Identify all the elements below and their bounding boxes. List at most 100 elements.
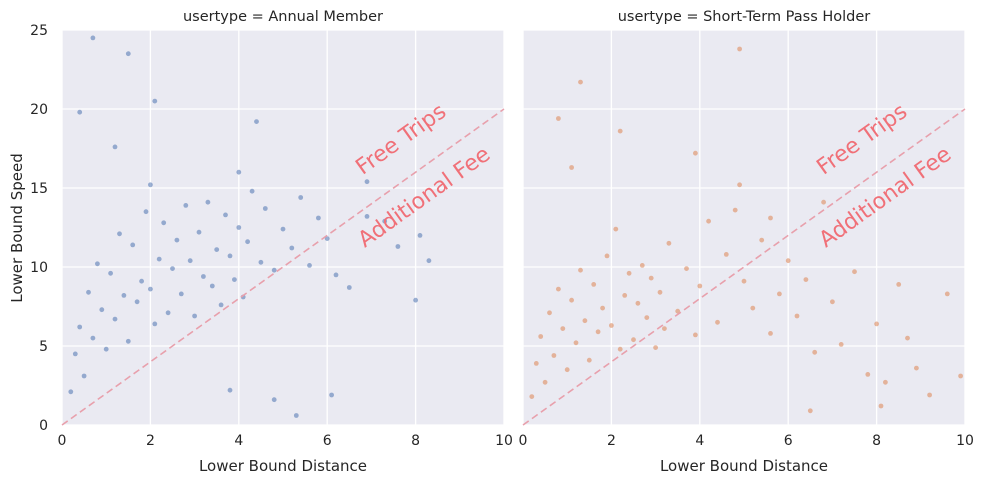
scatter-point xyxy=(161,220,167,226)
scatter-point xyxy=(609,323,614,328)
scatter-point xyxy=(538,334,544,339)
scatter-point xyxy=(134,299,140,305)
scatter-point xyxy=(232,277,237,282)
scatter-point xyxy=(148,286,153,292)
scatter-point xyxy=(732,207,738,213)
scatter-point xyxy=(591,282,597,287)
scatter-point xyxy=(794,313,800,319)
scatter-point xyxy=(395,244,401,249)
panel-short-term-pass-holder: Free Trips Additional Fee usertype = Sho… xyxy=(519,9,974,475)
scatter-point xyxy=(236,225,242,230)
scatter-point xyxy=(72,351,78,357)
scatter-point xyxy=(560,326,566,331)
scatter-point xyxy=(152,98,158,104)
scatter-point xyxy=(838,342,844,347)
x-tick-label: 6 xyxy=(784,433,793,449)
scatter-point xyxy=(382,218,388,224)
x-tick-label: 8 xyxy=(872,433,881,449)
scatter-point xyxy=(865,372,871,377)
scatter-point xyxy=(223,212,228,218)
scatter-point xyxy=(944,291,950,297)
scatter-point xyxy=(227,387,233,393)
scatter-point xyxy=(586,357,592,363)
scatter-point xyxy=(148,182,153,188)
x-axis-label: Lower Bound Distance xyxy=(660,457,828,475)
scatter-point xyxy=(533,361,539,366)
scatter-points xyxy=(529,46,963,414)
scatter-point xyxy=(307,263,312,268)
scatter-point xyxy=(262,206,268,211)
scatter-point xyxy=(564,367,570,373)
scatter-point xyxy=(821,199,826,205)
scatter-point xyxy=(112,316,118,322)
scatter-point xyxy=(125,338,131,344)
scatter-point xyxy=(830,299,835,305)
scatter-point xyxy=(737,46,742,52)
scatter-point xyxy=(927,392,932,398)
scatter-point xyxy=(218,302,224,308)
scatter-point xyxy=(271,267,277,273)
y-tick-label: 5 xyxy=(39,339,48,355)
scatter-point xyxy=(236,169,242,175)
x-tick-label: 4 xyxy=(234,433,243,449)
scatter-point xyxy=(693,150,698,156)
scatter-point xyxy=(697,283,703,289)
scatter-point xyxy=(130,242,136,248)
scatter-point xyxy=(289,245,295,251)
scatter-point xyxy=(874,321,879,327)
scatter-point xyxy=(205,199,211,205)
x-tick-labels: 0 2 4 6 8 10 xyxy=(519,433,974,449)
scatter-point xyxy=(768,331,773,336)
scatter-point xyxy=(108,270,113,276)
scatter-points xyxy=(68,35,432,418)
scatter-point xyxy=(214,247,220,253)
y-tick-label: 10 xyxy=(30,260,48,276)
scatter-point xyxy=(878,403,884,409)
scatter-point xyxy=(542,379,548,385)
x-tick-label: 6 xyxy=(323,433,332,449)
y-tick-labels: 0 5 10 15 20 25 xyxy=(30,23,48,434)
scatter-point xyxy=(551,353,557,358)
scatter-point xyxy=(737,182,742,188)
scatter-point xyxy=(324,236,330,242)
scatter-point xyxy=(152,321,158,327)
reference-line xyxy=(522,108,966,426)
y-tick-label: 25 xyxy=(30,23,48,39)
scatter-point xyxy=(417,233,423,238)
scatter-point xyxy=(684,266,689,271)
x-tick-label: 2 xyxy=(607,433,616,449)
scatter-point xyxy=(648,275,654,281)
scatter-point xyxy=(905,335,910,341)
scatter-point xyxy=(165,310,171,316)
scatter-point xyxy=(644,315,650,320)
x-tick-label: 0 xyxy=(58,433,67,449)
scatter-point xyxy=(139,278,145,284)
scatter-point xyxy=(723,252,729,257)
y-tick-label: 0 xyxy=(39,418,48,434)
scatter-point xyxy=(741,278,747,284)
scatter-point xyxy=(293,413,299,418)
scatter-point xyxy=(364,179,370,185)
scatter-point xyxy=(77,109,83,115)
scatter-point xyxy=(706,218,711,224)
scatter-point xyxy=(68,389,74,395)
scatter-point xyxy=(573,340,579,346)
scatter-point xyxy=(812,349,818,355)
scatter-point xyxy=(316,215,321,221)
scatter-point xyxy=(785,258,791,264)
scatter-point xyxy=(958,373,963,379)
scatter-point xyxy=(556,116,561,121)
x-tick-label: 2 xyxy=(146,433,155,449)
scatter-point xyxy=(750,305,756,311)
panel-annual-member: Free Trips Additional Fee usertype = Ann… xyxy=(8,9,513,475)
y-tick-label: 15 xyxy=(30,181,48,197)
scatter-point xyxy=(600,305,605,311)
scatter-point xyxy=(121,293,127,298)
grid-lines xyxy=(522,29,966,426)
scatter-point xyxy=(90,335,96,341)
panel-title: usertype = Annual Member xyxy=(183,9,383,25)
scatter-point xyxy=(183,203,189,208)
scatter-point xyxy=(298,195,304,200)
scatter-point xyxy=(81,373,87,379)
